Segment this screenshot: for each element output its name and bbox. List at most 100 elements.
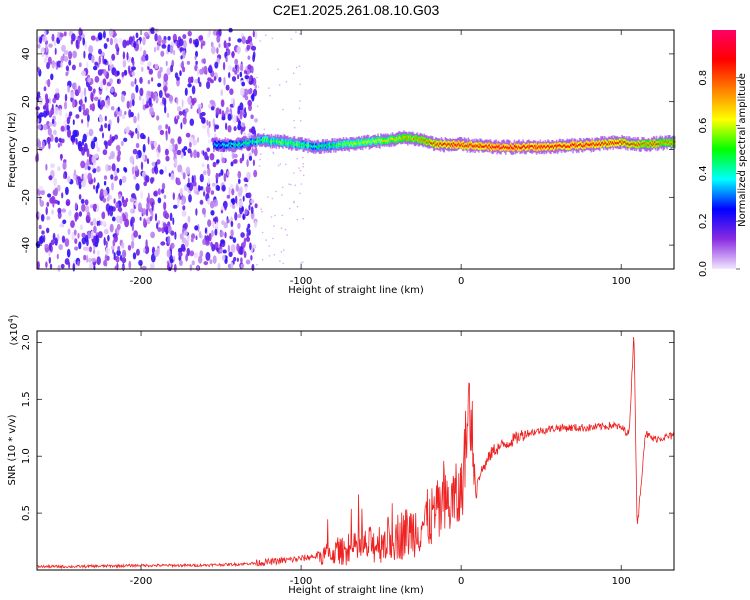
noise-speckle xyxy=(184,112,187,118)
ridge-core xyxy=(345,143,347,146)
ridge-core xyxy=(506,146,509,149)
noise-speckle xyxy=(84,96,87,103)
ridge-core xyxy=(327,143,329,146)
ridge-core xyxy=(310,145,313,148)
noise-speckle xyxy=(189,37,193,44)
noise-speckle xyxy=(115,201,119,209)
noise-speckle xyxy=(92,168,97,174)
noise-speckle xyxy=(147,61,152,67)
ridge-core xyxy=(262,139,265,142)
noise-speckle xyxy=(288,207,291,210)
noise-speckle xyxy=(60,61,63,68)
ridge-core xyxy=(409,136,411,139)
colorbar-tick-label: 0.0 xyxy=(698,261,709,277)
x-tick-label: -200 xyxy=(130,276,153,287)
noise-speckle xyxy=(225,106,230,115)
ridge-core xyxy=(605,142,607,145)
ridge-core xyxy=(437,144,440,147)
ridge-core xyxy=(610,141,612,144)
noise-speckle xyxy=(156,45,160,51)
noise-speckle xyxy=(153,46,157,53)
noise-speckle xyxy=(143,50,147,57)
ridge-core xyxy=(614,142,617,144)
noise-speckle xyxy=(201,66,204,75)
ridge-core xyxy=(505,146,508,149)
ridge-core xyxy=(296,142,298,145)
noise-speckle xyxy=(90,231,94,240)
noise-speckle xyxy=(102,220,106,226)
noise-speckle xyxy=(254,118,258,123)
noise-speckle xyxy=(169,44,174,54)
noise-speckle xyxy=(233,153,238,158)
noise-speckle xyxy=(204,151,208,161)
noise-speckle xyxy=(139,76,143,84)
noise-speckle xyxy=(222,61,226,71)
noise-speckle xyxy=(239,246,244,256)
ridge-core xyxy=(581,144,583,147)
noise-speckle xyxy=(87,172,92,181)
ridge-core xyxy=(365,141,368,144)
ridge-core xyxy=(364,142,366,145)
noise-speckle xyxy=(242,195,245,202)
noise-speckle xyxy=(183,151,186,156)
noise-speckle xyxy=(68,50,73,60)
y-tick-label: 0.5 xyxy=(21,505,32,521)
noise-speckle xyxy=(66,248,71,258)
noise-speckle xyxy=(125,197,129,203)
noise-speckle xyxy=(115,255,120,263)
noise-speckle xyxy=(138,234,142,240)
ridge-core xyxy=(455,143,457,146)
noise-speckle xyxy=(281,194,283,196)
noise-speckle xyxy=(238,120,242,126)
noise-speckle xyxy=(41,140,45,149)
noise-speckle xyxy=(302,156,304,159)
ridge-core xyxy=(233,143,236,146)
noise-speckle xyxy=(46,62,50,70)
noise-speckle xyxy=(120,94,125,103)
noise-speckle xyxy=(220,205,224,211)
noise-speckle xyxy=(100,220,103,226)
noise-speckle xyxy=(91,165,94,170)
ridge-core xyxy=(546,146,548,149)
noise-speckle xyxy=(145,208,149,217)
noise-speckle xyxy=(91,257,97,263)
ridge-core xyxy=(666,140,668,143)
noise-speckle xyxy=(109,134,112,143)
ridge-core xyxy=(498,145,501,148)
noise-speckle xyxy=(107,97,110,106)
ridge-core xyxy=(365,140,367,143)
ridge-core xyxy=(281,140,283,143)
ridge-core xyxy=(473,144,476,147)
noise-speckle xyxy=(150,253,156,263)
noise-speckle xyxy=(195,60,198,65)
noise-speckle xyxy=(213,199,218,207)
ridge-core xyxy=(247,142,249,145)
ridge-core xyxy=(305,143,307,146)
noise-speckle xyxy=(151,161,157,167)
ridge-core xyxy=(369,140,371,143)
noise-speckle xyxy=(137,202,142,211)
noise-speckle xyxy=(64,93,68,102)
ridge-core xyxy=(580,143,582,146)
ridge-core xyxy=(335,145,337,148)
noise-speckle xyxy=(48,256,51,264)
noise-speckle xyxy=(170,138,175,145)
noise-speckle xyxy=(50,73,54,81)
noise-speckle xyxy=(160,188,165,194)
ridge-core xyxy=(225,145,227,147)
noise-speckle xyxy=(299,100,301,102)
noise-speckle xyxy=(129,155,135,164)
noise-speckle xyxy=(93,184,96,190)
ridge-core xyxy=(251,141,253,144)
ridge-core xyxy=(308,143,310,146)
ridge-core xyxy=(340,142,342,145)
ridge-core xyxy=(636,142,638,145)
ridge-core xyxy=(311,145,313,148)
ridge-core xyxy=(344,142,346,145)
x-tick-label: -100 xyxy=(290,576,313,587)
ridge-core xyxy=(507,147,509,150)
noise-speckle xyxy=(79,98,83,108)
ridge-core xyxy=(465,144,467,147)
noise-speckle xyxy=(65,186,69,196)
ridge-core xyxy=(221,144,223,147)
